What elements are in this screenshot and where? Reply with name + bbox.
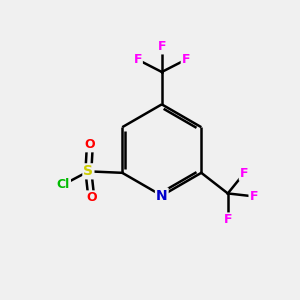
- Text: O: O: [85, 138, 95, 151]
- Text: O: O: [86, 191, 97, 204]
- Text: F: F: [250, 190, 258, 203]
- Text: S: S: [83, 164, 93, 178]
- Text: F: F: [134, 53, 142, 66]
- Text: Cl: Cl: [57, 178, 70, 191]
- Text: F: F: [182, 53, 190, 66]
- Text: F: F: [240, 167, 248, 180]
- Text: N: N: [156, 189, 168, 202]
- Text: F: F: [224, 213, 232, 226]
- Text: F: F: [158, 40, 166, 53]
